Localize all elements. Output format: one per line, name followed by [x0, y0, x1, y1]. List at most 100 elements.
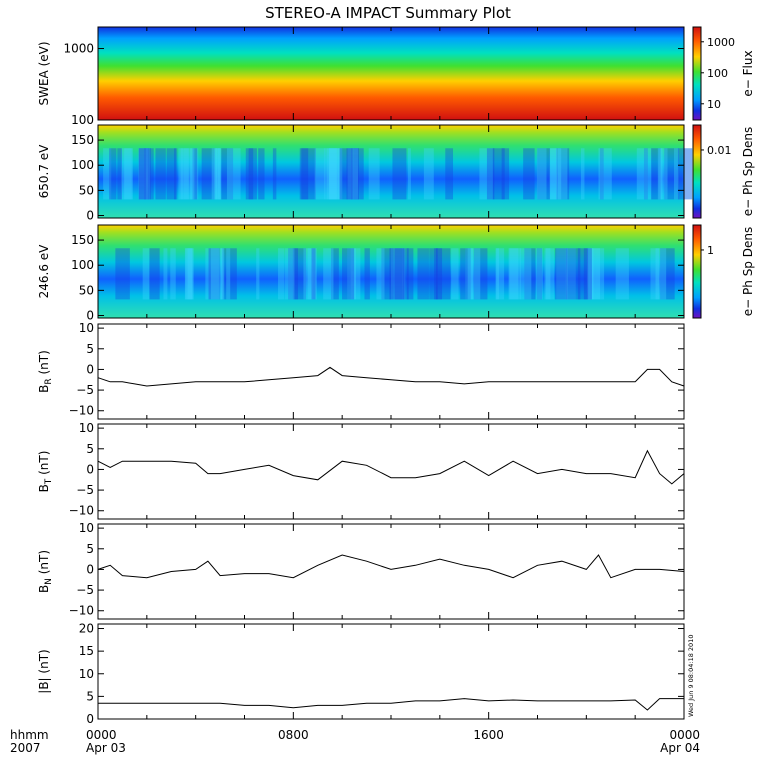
pad246-band: [311, 248, 316, 300]
pad650-band: [324, 148, 337, 200]
pad246-band: [519, 248, 532, 300]
pad246-band: [586, 248, 594, 300]
pad246-band: [278, 248, 285, 300]
pad650-colorbar-label: e− Ph Sp Dens: [741, 127, 755, 216]
br-ytick-label: 0: [86, 362, 94, 376]
pad650-band: [658, 148, 663, 200]
pad246-band: [465, 248, 474, 300]
bt-ytick-label: 5: [86, 442, 94, 456]
pad246-band: [220, 248, 225, 300]
pad650-band: [523, 148, 535, 200]
pad650-band: [117, 148, 122, 200]
pad650-band: [258, 148, 265, 200]
pad650-band: [351, 148, 359, 200]
pad246-band: [460, 248, 471, 300]
x-tick-label-time: 0800: [278, 728, 309, 742]
pad246-band: [389, 248, 405, 300]
pad246-band: [650, 248, 659, 300]
bn-ytick-label: 0: [86, 562, 94, 576]
pad246-band: [391, 248, 404, 300]
pad246-band: [406, 248, 414, 300]
pad650-band: [180, 148, 189, 200]
pad246-band: [381, 248, 394, 300]
pad650-band: [138, 148, 149, 200]
swea-colorbar-tick-label: 10: [707, 98, 721, 111]
bmag-ytick-label: 15: [79, 644, 94, 658]
pad650-band: [636, 148, 652, 200]
pad246-band: [595, 248, 605, 300]
pad650-band: [346, 148, 359, 200]
pad650-band: [326, 148, 340, 200]
bt-ytick-label: 0: [86, 462, 94, 476]
pad650-band: [643, 148, 648, 200]
bn-series-line: [97, 554, 685, 579]
pad650-colorbar: [693, 125, 701, 218]
pad650-colorbar-frame: [692, 124, 702, 219]
pad246-band: [149, 248, 160, 300]
pad650-band: [143, 148, 151, 200]
swea-colorbar-tick-label: 1000: [707, 36, 735, 49]
pad650-band: [407, 148, 411, 200]
pad246-band: [615, 248, 629, 300]
pad650-band: [329, 148, 340, 200]
pad246-colorbar: [693, 225, 701, 318]
pad650-band: [537, 148, 550, 200]
pad650-band: [201, 148, 216, 200]
pad246-colorbar-label: e− Ph Sp Dens: [741, 227, 755, 316]
pad246-band: [187, 248, 193, 300]
pad650-band: [103, 148, 112, 200]
pad650-band: [423, 148, 434, 200]
bmag-series-line: [98, 698, 684, 711]
pad650-band: [664, 148, 680, 200]
pad650-band: [155, 148, 166, 200]
x-axis-label-hhmm: hhmm: [10, 728, 49, 742]
bmag-ytick-label: 0: [86, 712, 94, 726]
bt-ytick-label: 10: [79, 421, 94, 435]
bmag-ylabel: |B| (nT): [37, 649, 51, 693]
pad650-band: [301, 148, 316, 200]
pad650-band: [329, 148, 343, 200]
pad650-band: [166, 148, 176, 200]
pad246-band: [535, 248, 543, 300]
pad246-band: [331, 248, 339, 300]
pad246-band: [210, 248, 224, 300]
pad246-band: [495, 248, 500, 300]
x-tick-label-time: 0000: [669, 728, 700, 742]
br-ytick-label: −5: [76, 383, 94, 397]
br-frame: [97, 323, 685, 420]
x-tick-label-date: Apr 04: [660, 741, 700, 755]
swea-ytick-label: 100: [71, 113, 94, 127]
pad650-band: [657, 148, 668, 200]
x-tick-label-time: 1600: [473, 728, 504, 742]
pad650-band: [226, 148, 241, 200]
swea-colorbar: [693, 27, 701, 120]
pad246-band: [588, 248, 596, 300]
pad246-band: [208, 248, 221, 300]
br-series-line: [97, 366, 685, 387]
pad246-band: [288, 248, 298, 300]
pad246-band: [655, 248, 667, 300]
pad246-ytick-label: 50: [79, 283, 94, 297]
pad246-band: [509, 248, 521, 300]
x-tick-label-date: Apr 03: [86, 741, 126, 755]
swea-spectrogram: [98, 27, 684, 120]
pad650-band: [353, 148, 364, 200]
bn-ylabel: BN (nT): [37, 550, 54, 593]
pad246-band: [555, 248, 568, 300]
bmag-frame: [97, 623, 685, 720]
bn-frame: [97, 523, 685, 620]
pad246-band: [303, 248, 317, 300]
pad246-colorbar-tick-label: 1: [707, 244, 714, 257]
bmag-ytick-label: 5: [86, 689, 94, 703]
swea-colorbar-frame: [692, 26, 702, 121]
pad650-band: [178, 148, 184, 200]
pad246-band: [256, 248, 260, 300]
pad650-band: [536, 148, 547, 200]
pad650-band: [183, 148, 199, 200]
pad246-band: [565, 248, 576, 300]
bt-ylabel: BT (nT): [37, 451, 54, 493]
pad246-colorbar-frame: [692, 224, 702, 319]
br-ytick-label: 10: [79, 321, 94, 335]
pad650-band: [211, 148, 220, 200]
